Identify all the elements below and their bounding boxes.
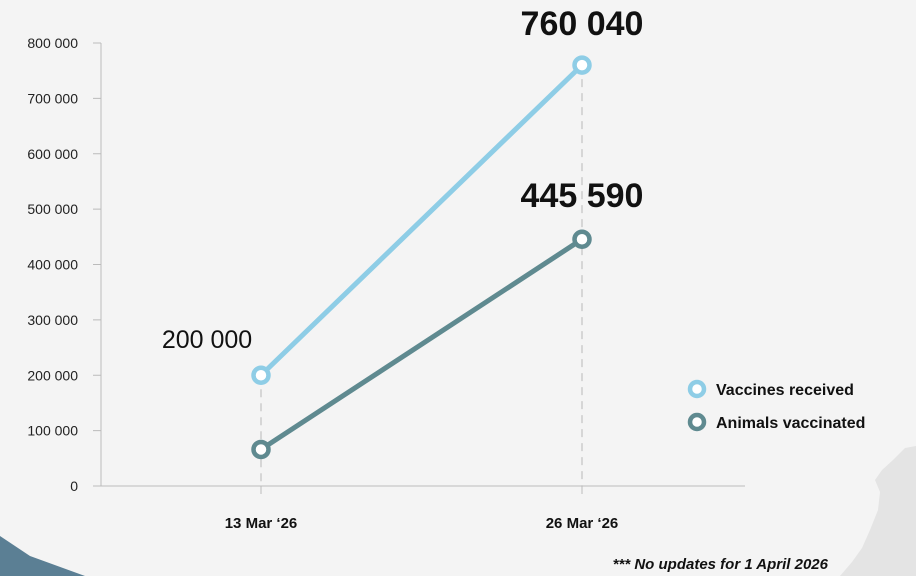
- series-lines: [258, 62, 585, 452]
- x-tick-label: 26 Mar ‘26: [546, 515, 619, 532]
- legend-marker: [687, 379, 707, 399]
- axes: [100, 43, 745, 487]
- y-tick-label: 100 000: [27, 423, 78, 439]
- data-point: [572, 55, 592, 75]
- x-tick-label: 13 Mar ‘26: [225, 515, 298, 532]
- data-label: 760 040: [521, 5, 644, 43]
- legend-label: Animals vaccinated: [716, 415, 865, 432]
- legend-label: Vaccines received: [716, 382, 854, 399]
- y-tick-label: 600 000: [27, 146, 78, 162]
- y-axis-ticks: 0 100 000 200 000 300 000 400 000 500 000 600 …: [27, 35, 101, 494]
- data-labels: 200 000 760 040 445 590: [162, 5, 644, 354]
- map-silhouette-decoration: [840, 446, 916, 576]
- y-tick-label: 200 000: [27, 367, 78, 383]
- data-point: [572, 229, 592, 250]
- corner-decoration: [0, 536, 85, 576]
- data-label: 200 000: [162, 326, 252, 354]
- y-tick-label: 0: [70, 478, 78, 494]
- data-point: [251, 365, 271, 385]
- data-label: 445 590: [521, 177, 644, 215]
- y-tick-label: 800 000: [27, 35, 78, 51]
- series-line: [258, 236, 585, 452]
- y-tick-label: 700 000: [27, 90, 78, 106]
- y-tick-label: 500 000: [27, 201, 78, 217]
- footnote: *** No updates for 1 April 2026: [613, 556, 829, 573]
- legend-marker: [687, 412, 707, 432]
- x-axis-ticks: 13 Mar ‘26 26 Mar ‘26: [225, 486, 619, 532]
- data-point: [251, 439, 271, 460]
- vertical-guides: [260, 65, 583, 486]
- y-tick-label: 300 000: [27, 312, 78, 328]
- legend: Vaccines received Animals vaccinated: [687, 379, 865, 432]
- y-tick-label: 400 000: [27, 257, 78, 273]
- series-points: [251, 55, 592, 460]
- series-line: [258, 62, 585, 378]
